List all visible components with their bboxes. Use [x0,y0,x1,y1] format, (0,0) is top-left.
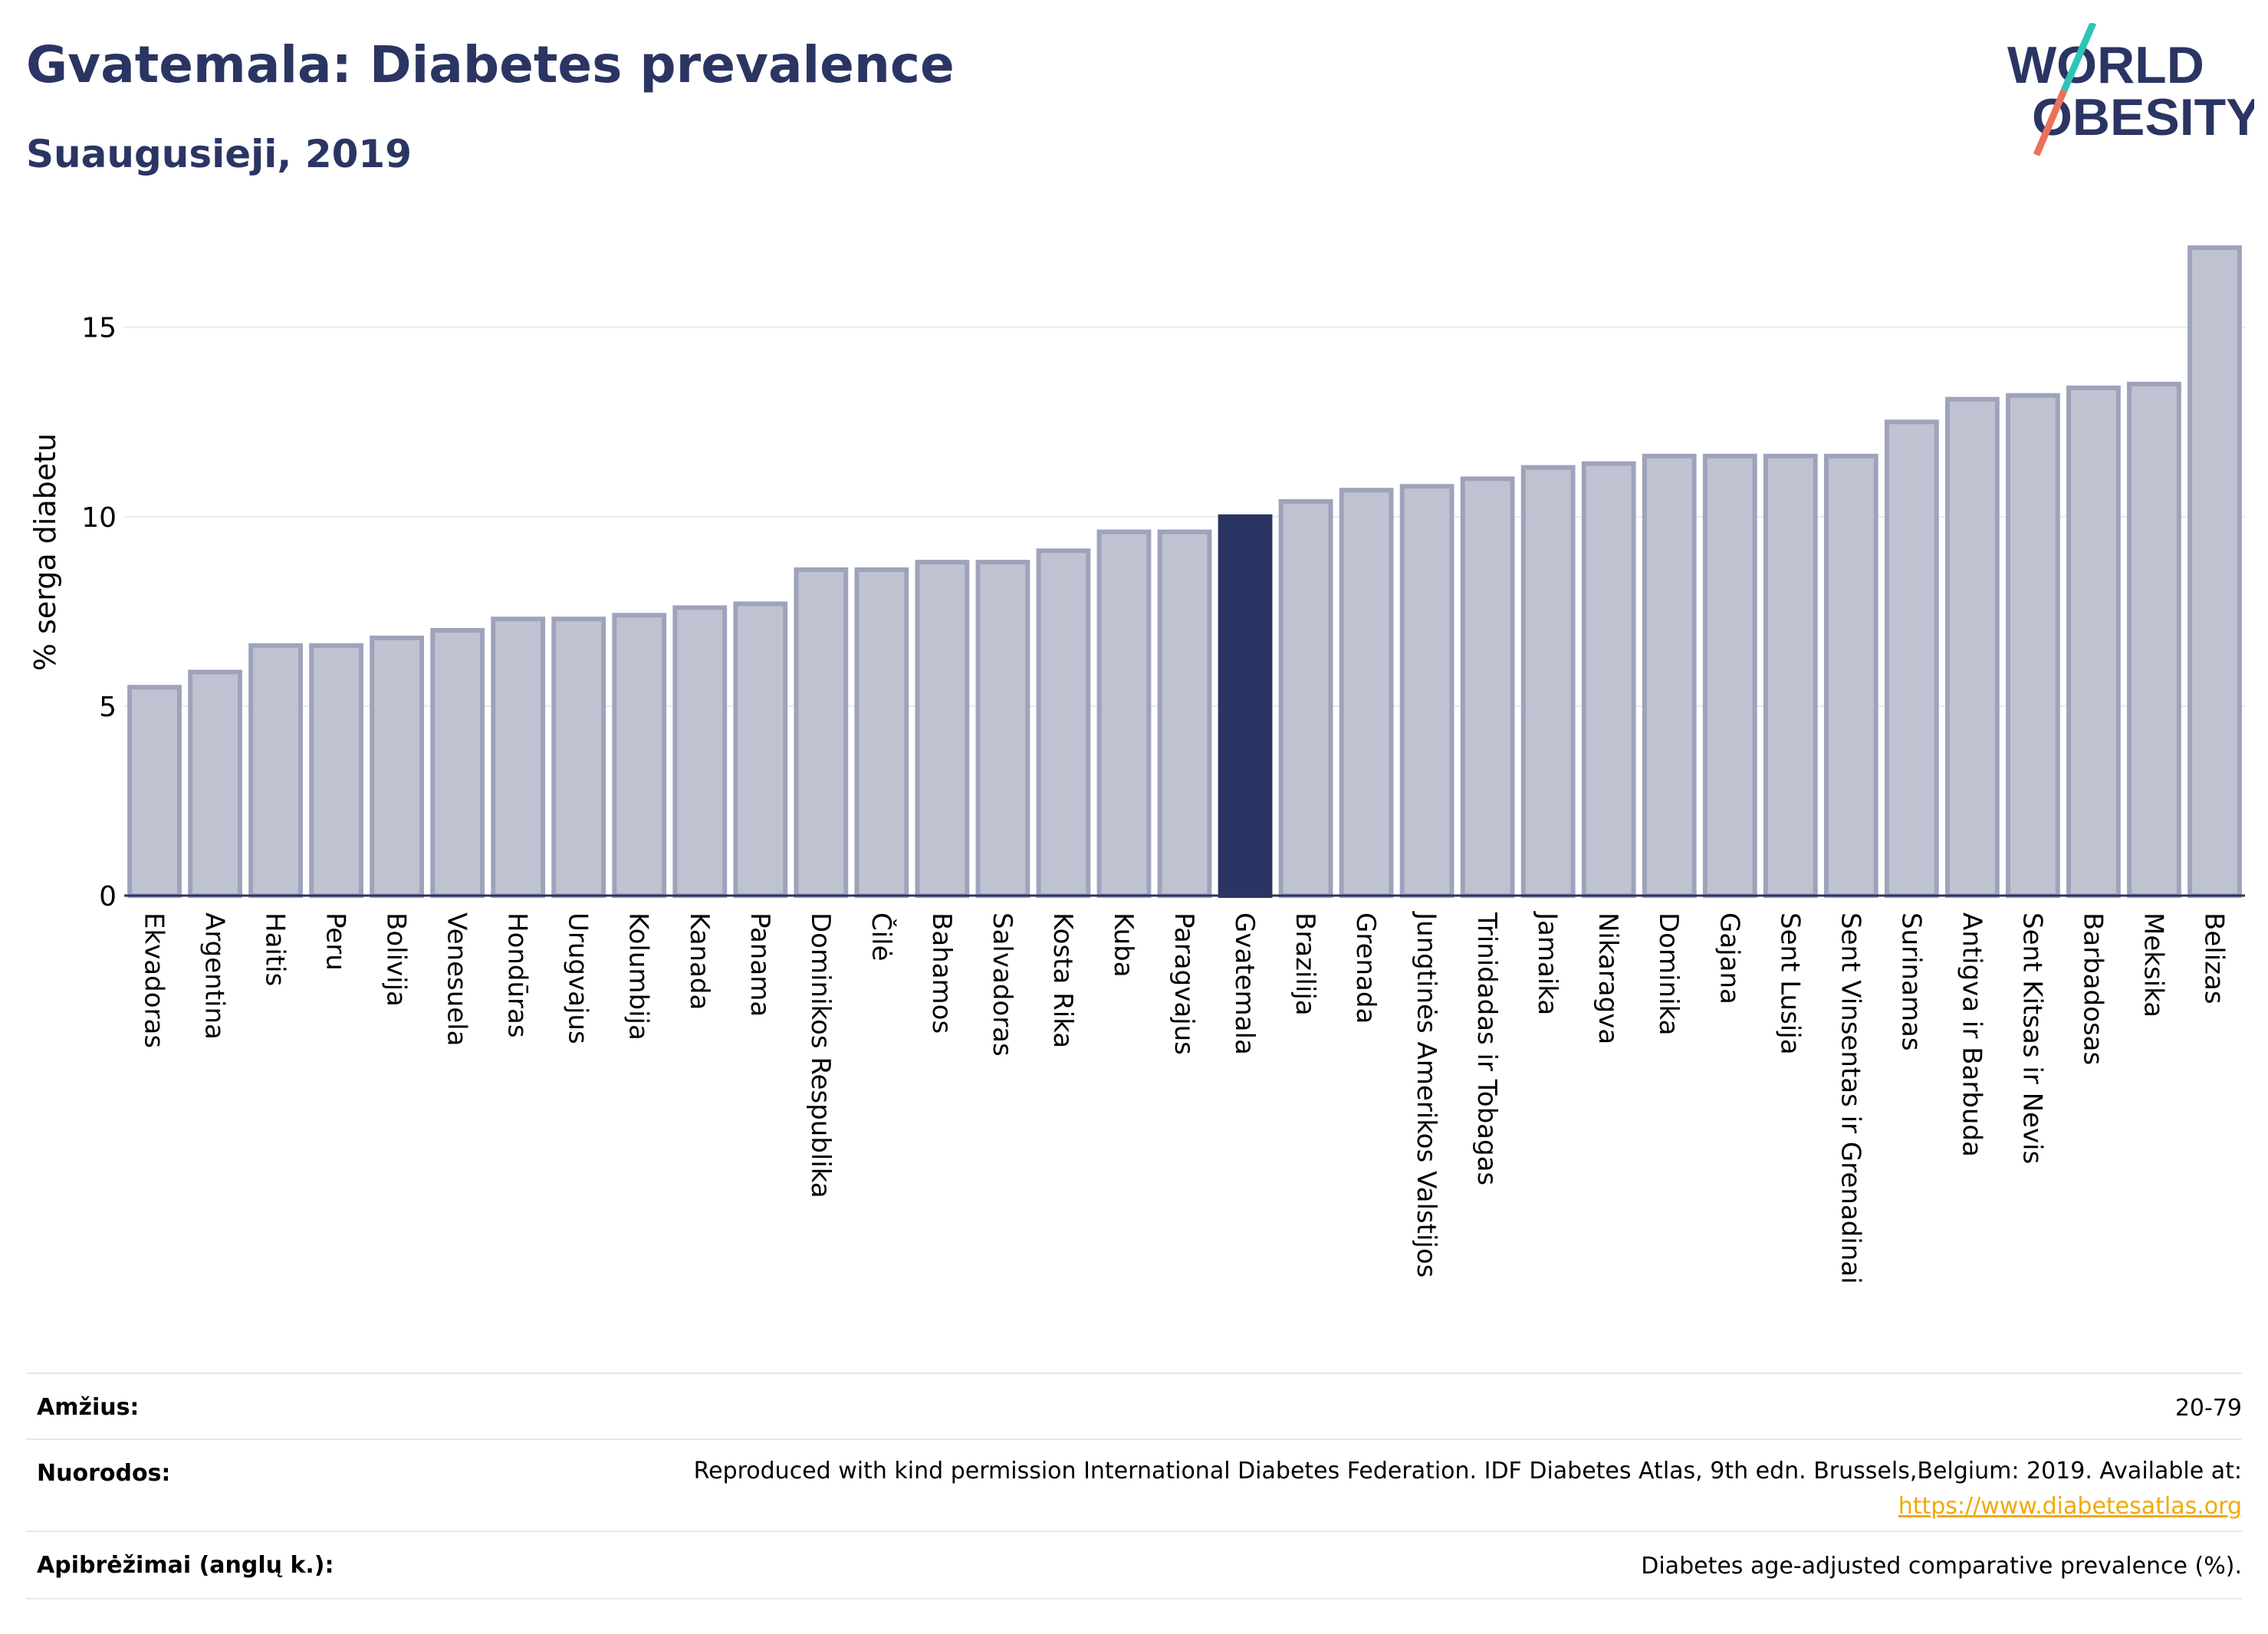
x-tick-label: Bolivija [381,912,412,1007]
bar-trinidadas-ir-tobagas[interactable] [1460,476,1515,898]
age-value: 20-79 [2174,1395,2242,1422]
x-tick-label: Argentina [199,912,230,1040]
bar-antigva-ir-barbuda[interactable] [1944,396,2000,898]
logo-text-obesity: OBESITY [2032,88,2254,146]
x-tick-label: Peru [320,912,351,971]
bar-ekvadoras[interactable] [127,685,182,899]
bar-dominikos-respublika[interactable] [794,567,849,898]
bar-urugvajus[interactable] [551,616,606,899]
bar-kuba[interactable] [1096,529,1152,899]
x-tick-label: Čilė [866,912,897,962]
bar-kanada[interactable] [672,605,728,898]
bar-bahamos[interactable] [915,560,970,898]
bar-chart: 0 5 10 15 Ekvadoras Argentina Haitis Peru Bolivi… [28,245,2245,1284]
references-value: Reproduced with kind permission Internat… [694,1454,2242,1524]
x-tick-label: Haitis [260,912,291,986]
bar-jungtin-s-amerikos-valstijos[interactable] [1399,484,1454,898]
x-tick-label: Belizas [2198,912,2229,1004]
x-tick-label: Kanada [684,912,715,1010]
y-tick-label: 10 [81,502,117,534]
bar--il-[interactable] [854,567,909,898]
bar-kolumbija[interactable] [612,613,667,898]
bar-panama[interactable] [733,601,788,898]
x-tick-label: Sent Kitsas ir Nevis [2017,912,2047,1164]
bar-dominika[interactable] [1642,453,1697,898]
x-tick-label: Kosta Rika [1047,912,1078,1048]
x-tick-label: Gvatemala [1229,912,1260,1055]
bar-peru[interactable] [309,643,364,898]
x-tick-label: Jamaika [1532,911,1563,1015]
x-tick-label: Trinidadas ir Tobagas [1471,912,1502,1185]
logo-slash-top [2060,23,2097,92]
definitions-value: Diabetes age-adjusted comparative preval… [1641,1553,2242,1580]
y-tick-label: 5 [99,692,117,723]
x-tick-label: Barbadosas [2077,912,2108,1065]
bar-meksika[interactable] [2127,381,2181,899]
x-tick-label: Surinamas [1895,912,1926,1051]
bar-argentina[interactable] [188,669,242,898]
x-tick-label: Kolumbija [623,912,654,1041]
references-text: Reproduced with kind permission Internat… [693,1458,2242,1484]
x-tick-label: Brazilija [1290,912,1320,1016]
references-label: Nuorodos: [37,1460,171,1487]
x-tick-label: Sent Lusija [1774,912,1805,1055]
bar-brazilija[interactable] [1278,499,1333,898]
definitions-label: Apibrėžimai (anglų k.): [37,1552,334,1579]
bars [127,245,2242,899]
bar-gvatemala[interactable] [1218,514,1273,898]
bar-grenada[interactable] [1339,488,1394,898]
bar-sent-kitsas-ir-nevis[interactable] [2005,393,2060,898]
bar-gajana[interactable] [1702,453,1757,898]
info-row-definitions: Apibrėžimai (anglų k.): Diabetes age-adj… [26,1530,2242,1599]
x-tick-label: Kuba [1108,912,1139,978]
logo-text-world: WORLD [2007,36,2204,94]
x-tick-label: Nikaragva [1593,912,1623,1044]
bar-venesuela[interactable] [430,628,485,898]
bar-sent-vinsentas-ir-grenadinai[interactable] [1823,453,1878,898]
y-axis-label: % serga diabetu [28,433,62,671]
y-tick-label: 15 [81,313,117,344]
x-tick-label: Paragvajus [1169,912,1199,1055]
x-tick-label: Dominikos Respublika [805,912,836,1198]
bar-salvadoras[interactable] [975,560,1030,898]
x-tick-label: Panama [744,912,775,1017]
x-tick-label: Ekvadoras [139,912,169,1048]
y-tick-label: 0 [99,881,117,912]
info-row-age: Amžius: 20-79 [26,1373,2242,1440]
bar-hond-ras[interactable] [491,616,546,899]
bar-nikaragva[interactable] [1581,461,1636,898]
bar-barbadosas[interactable] [2066,385,2121,898]
x-tick-label: Salvadoras [987,912,1017,1057]
x-tick-label: Hondūras [502,912,533,1038]
age-label: Amžius: [37,1394,140,1421]
bar-haitis[interactable] [248,643,303,898]
x-tick-label: Dominika [1653,912,1684,1035]
axes: 0 5 10 15 Ekvadoras Argentina Haitis Peru Bolivi… [81,313,2245,1284]
x-tick-label: Antigva ir Barbuda [1956,912,1987,1157]
info-row-references: Nuorodos: Reproduced with kind permissio… [26,1438,2242,1532]
x-tick-label: Meksika [2138,912,2168,1018]
bar-jamaika[interactable] [1520,465,1576,898]
bar-belizas[interactable] [2187,245,2242,899]
bar-paragvajus[interactable] [1157,529,1212,899]
x-tick-label: Bahamos [926,912,957,1034]
bar-sent-lusija[interactable] [1763,453,1818,898]
x-tick-label: Gajana [1714,912,1744,1004]
x-tick-label: Urugvajus [563,912,593,1044]
chart-subtitle: Suaugusieji, 2019 [26,132,412,176]
bar-surinamas[interactable] [1884,419,1939,898]
x-tick-label: Venesuela [442,912,472,1046]
bar-kosta-rika[interactable] [1036,548,1091,898]
chart-title: Gvatemala: Diabetes prevalence [26,35,955,94]
bar-bolivija[interactable] [370,635,425,898]
logo-slash-bottom [2033,89,2068,156]
references-link[interactable]: https://www.diabetesatlas.org [1898,1493,2242,1520]
x-tick-label: Grenada [1350,912,1381,1024]
x-tick-label: Jungtinės Amerikos Valstijos [1411,911,1441,1277]
world-obesity-logo[interactable]: WORLD OBESITY [1994,23,2254,161]
x-tick-label: Sent Vinsentas ir Grenadinai [1835,912,1865,1284]
